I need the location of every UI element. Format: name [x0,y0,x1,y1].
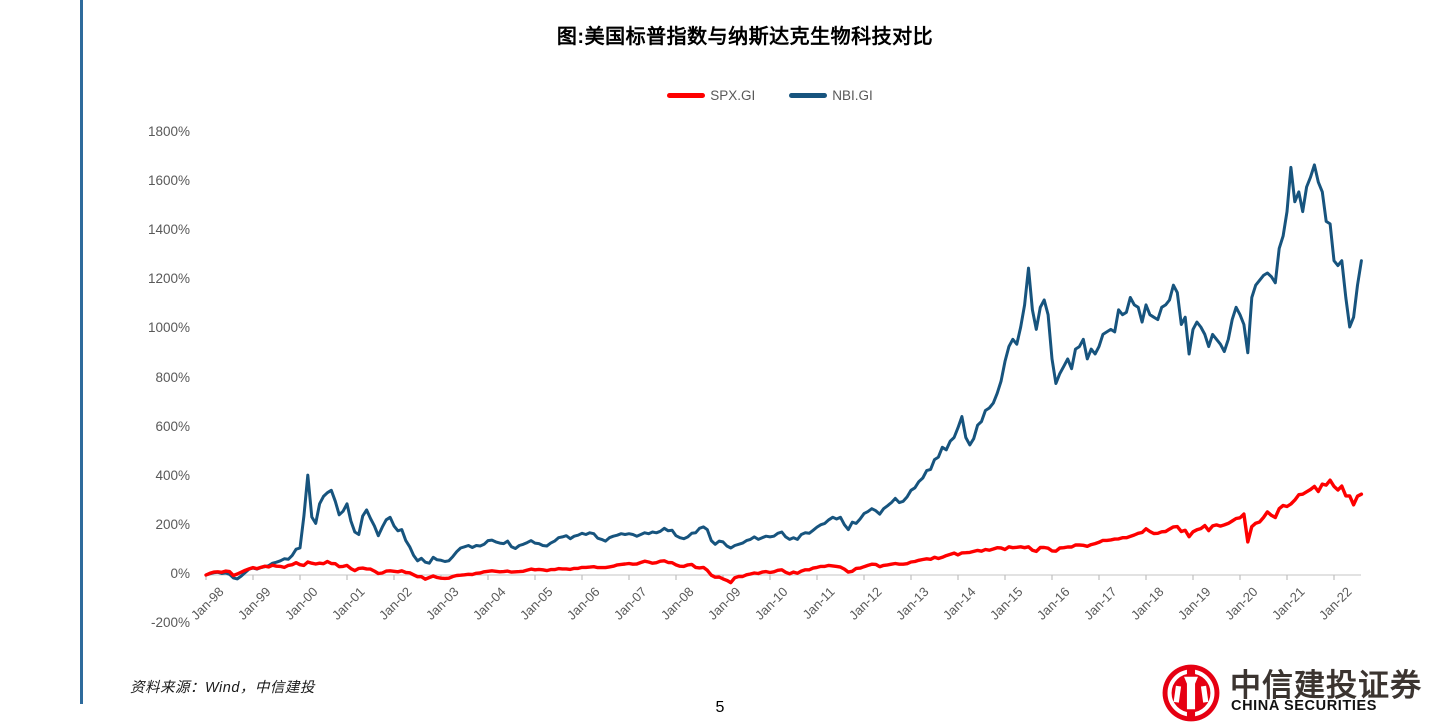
y-tick-label: -200% [150,615,190,631]
spx-line-swatch [667,93,706,98]
y-tick-label: 800% [155,369,190,385]
source-note: 资料来源：Wind，中信建投 [130,680,315,696]
company-logo: 中信建投证券 CHINA SECURITIES [1162,660,1440,724]
y-tick-label: 1400% [147,222,190,238]
y-tick-label: 200% [155,516,190,532]
logo-text-cn: 中信建投证券 [1230,668,1422,703]
left-vertical-rule [80,0,83,704]
legend-item-nbi: NBI.GI [789,88,873,103]
y-tick-label: 1200% [147,271,190,287]
chart-legend: SPX.GI NBI.GI [100,88,1440,103]
page-number: 5 [715,699,725,716]
nbi-gi-line [204,163,1363,581]
logo-text-en: CHINA SECURITIES [1231,698,1378,714]
y-tick-label: 1800% [147,124,190,139]
y-tick-label: 0% [170,566,190,581]
y-tick-label: 600% [155,418,190,434]
chart-title: 图:美国标普指数与纳斯达克生物科技对比 [556,26,934,48]
nbi-line-swatch [789,93,828,98]
legend-item-spx: SPX.GI [667,88,755,103]
legend-label-nbi: NBI.GI [832,88,873,103]
y-tick-label: 1000% [147,320,190,336]
spx-gi-line [204,478,1364,585]
citic-emblem-icon [1162,664,1220,722]
y-tick-label: 400% [155,467,190,483]
y-tick-label: 1600% [147,173,190,189]
legend-label-spx: SPX.GI [710,88,756,103]
